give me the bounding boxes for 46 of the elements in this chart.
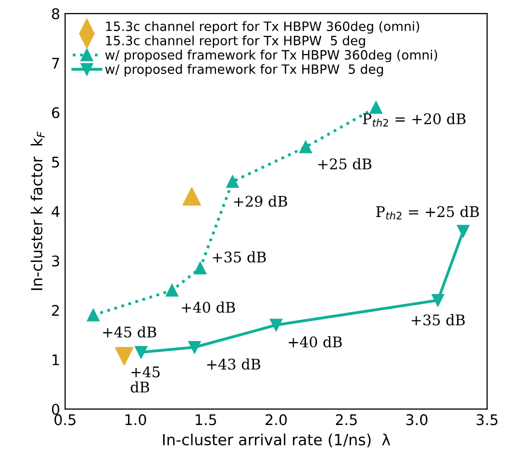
point: [299, 140, 312, 154]
y-tick-label: 4: [52, 206, 60, 217]
legend-label: w/ proposed framework for Tx HBPW 5 deg: [105, 64, 383, 76]
legend-label: 15.3c channel report for Tx HBPW 360deg (omni): [106, 21, 420, 34]
point: [194, 262, 206, 274]
x-tick-label: 1.5: [196, 414, 216, 426]
point: [456, 224, 470, 238]
annotation: +25 dB: [318, 158, 372, 170]
x-axis-title: In-cluster arrival rate (1/ns) λ: [163, 434, 390, 448]
x-tick-label: 1.0: [125, 414, 146, 426]
point: [166, 284, 178, 297]
annotation: P$_{th2}$ = +20 dB: [362, 113, 466, 127]
y-tick-label: 5: [52, 156, 59, 168]
y-tick-label: 6: [52, 107, 60, 118]
annotation: +35 dB: [412, 314, 465, 326]
y-tick-label: 0: [52, 404, 60, 415]
point: [87, 308, 100, 322]
annotation: +29 dB: [234, 196, 288, 207]
x-tick-label: 2.0: [266, 414, 287, 426]
point: [134, 346, 148, 358]
point: [432, 294, 444, 307]
annotation: +35 dB: [212, 251, 266, 263]
annotation: +43 dB: [207, 358, 260, 370]
y-axis-title: In-cluster k factor k$_{F}$: [30, 131, 45, 290]
legend-label: w/ proposed framework for Tx HBPW 360deg (omni): [105, 50, 438, 62]
point: [188, 341, 201, 354]
y-tick-label: 2: [52, 304, 59, 316]
annotation: P$_{th2}$ = +25 dB: [376, 206, 479, 220]
x-tick-label: 0.5: [54, 414, 76, 426]
legend-label: 15.3c channel report for Tx HBPW 5 deg: [106, 36, 365, 48]
point: [370, 101, 382, 114]
annotation: +40 dB: [182, 302, 235, 313]
y-tick-label: 7: [52, 58, 60, 69]
annotation: +45 dB: [130, 366, 160, 393]
y-tick-label: 3: [52, 255, 60, 266]
x-tick-label: 3.5: [476, 414, 498, 426]
point: [226, 175, 239, 188]
x-tick-label: 2.5: [336, 414, 357, 426]
point: [270, 318, 282, 332]
y-tick-label: 1: [52, 354, 59, 366]
x-tick-label: 3.0: [406, 414, 428, 426]
point: [115, 346, 134, 366]
annotation: +40 dB: [288, 336, 342, 348]
point: [182, 187, 201, 206]
annotation: +45 dB: [103, 326, 156, 338]
y-tick-label: 8: [52, 8, 60, 20]
